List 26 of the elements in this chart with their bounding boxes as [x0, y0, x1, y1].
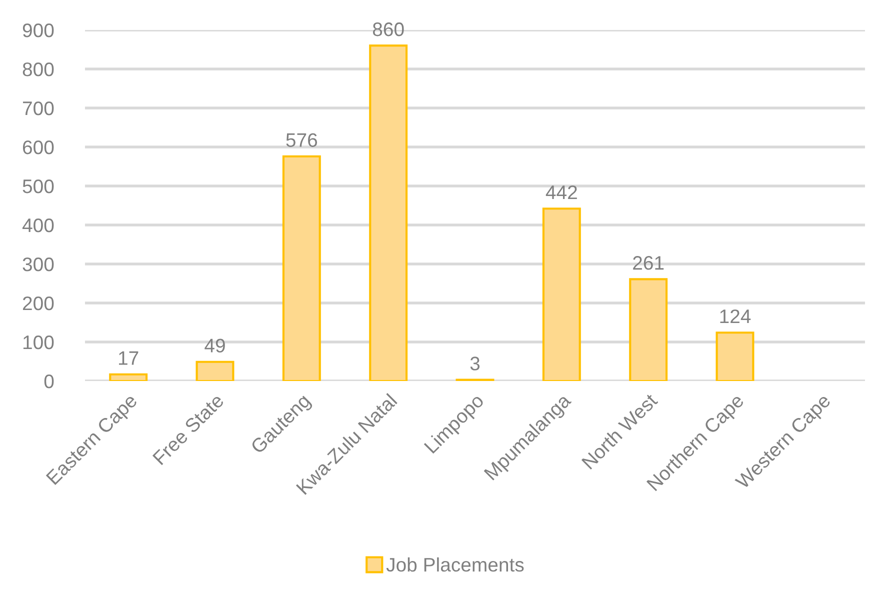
y-tick-label: 600: [22, 140, 54, 154]
bar: [542, 208, 581, 381]
y-tick-label: 800: [22, 62, 54, 76]
data-label: 49: [204, 338, 225, 352]
bar: [629, 278, 668, 381]
y-tick-label: 300: [22, 257, 54, 272]
data-label: 442: [546, 185, 577, 200]
bar: [716, 332, 754, 381]
data-label: 576: [286, 133, 318, 147]
y-tick-label: 0: [44, 374, 54, 388]
legend-label: Job Placements: [386, 557, 524, 572]
y-tick-label: 900: [22, 23, 54, 38]
y-tick-label: 500: [22, 179, 54, 194]
data-label: 124: [720, 309, 751, 324]
bar: [369, 44, 408, 381]
y-tick-label: 100: [23, 335, 54, 350]
bar: [109, 373, 148, 381]
data-label: 261: [633, 256, 664, 270]
data-label: 17: [119, 351, 138, 365]
bar: [282, 155, 321, 381]
bar: [196, 360, 234, 381]
y-tick-label: 200: [22, 296, 54, 310]
data-label: 860: [372, 22, 404, 36]
y-tick-label: 400: [22, 218, 54, 232]
data-label: 3: [470, 356, 480, 370]
y-tick-label: 700: [23, 101, 54, 116]
